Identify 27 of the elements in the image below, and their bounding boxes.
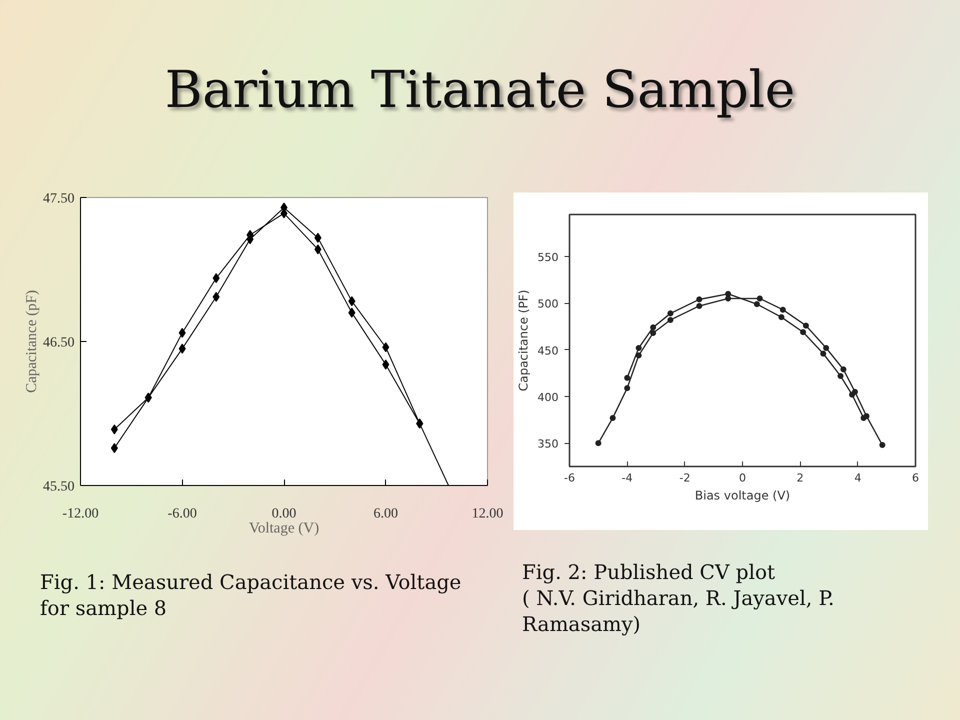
y-tick-label: 46.50 [43, 336, 74, 350]
x-tick-label: 6.00 [374, 506, 398, 522]
y-axis-title: Capacitance (PF) [516, 290, 531, 392]
y-tick-label: 500 [538, 298, 559, 311]
x-axis-title: Bias voltage (V) [694, 488, 790, 502]
chart-title: Barium Titanate Sample [164, 60, 796, 122]
caption: Fig. 1: Measured Capacitance vs. Voltage for sample 8 [40, 569, 462, 621]
caption: Fig. 2: Published CV plot ( N.V. Giridharan, R. Jayavel, P. Ramasamy) [522, 559, 836, 637]
x-tick-label: -4 [622, 472, 633, 484]
y-tick-label: 47.50 [43, 192, 74, 206]
x-tick-label: -2 [679, 472, 690, 484]
y-tick-label: 450 [538, 344, 559, 358]
y-tick-label: 350 [538, 438, 559, 451]
x-tick-label: -6 [564, 472, 575, 484]
x-tick-label: 12.00 [472, 506, 504, 522]
x-tick-label: 6 [912, 472, 919, 484]
x-tick-label: -12.00 [62, 506, 99, 522]
x-tick-label: 0 [739, 472, 746, 484]
y-tick-label: 45.50 [43, 480, 74, 494]
x-tick-label: 4 [854, 472, 862, 484]
x-axis-title: Voltage (V) [248, 520, 320, 536]
y-tick-label: 550 [538, 251, 559, 264]
y-tick-label: 400 [538, 391, 559, 404]
x-tick-label: 0.00 [272, 506, 296, 522]
y-axis-title: Capacitance (pF) [24, 290, 40, 393]
x-tick-label: 2 [796, 472, 804, 484]
x-tick-label: -6.00 [168, 506, 197, 522]
